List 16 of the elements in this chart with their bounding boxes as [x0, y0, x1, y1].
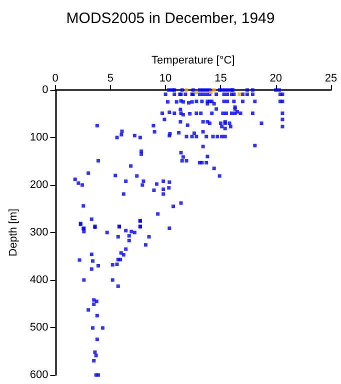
y-tick-label: 200 [30, 179, 48, 191]
x-tick-label: 5 [107, 72, 114, 84]
x-tick-label: 0 [52, 72, 58, 84]
y-tick-label: 300 [30, 226, 48, 238]
chart-title: MODS2005 in December, 1949 [66, 10, 275, 27]
x-tick-label: 20 [270, 72, 282, 84]
x-tick-label: 10 [159, 72, 172, 84]
y-tick-label: 0 [42, 84, 48, 96]
x-tick-label: 25 [324, 72, 338, 84]
y-tick-label: 500 [30, 322, 48, 334]
y-tick-label: 400 [30, 274, 48, 286]
x-tick-label: 15 [214, 72, 227, 84]
y-tick-label: 600 [30, 369, 48, 381]
x-axis-title: Temperature [°C] [151, 54, 235, 66]
y-axis-title: Depth [m] [8, 208, 20, 256]
y-tick-label: 100 [30, 132, 48, 144]
